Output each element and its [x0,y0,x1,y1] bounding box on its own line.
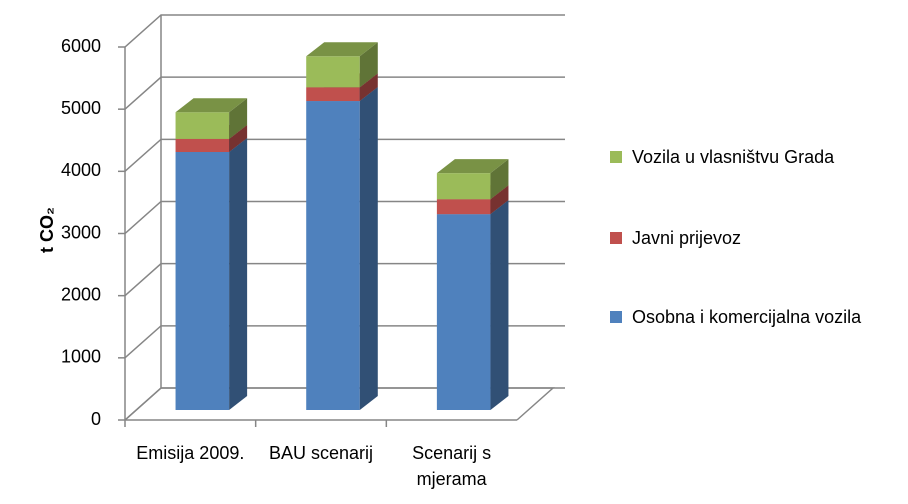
grid-line [124,138,565,172]
bar-top [306,42,378,57]
bar-segment [175,98,248,139]
bar-segment [436,200,509,410]
x-tick-label: Scenarij s mjerama [412,443,492,489]
y-tick-label: 0 [91,409,101,429]
bar-side [490,200,509,410]
bar-segment [175,138,248,410]
bar-front [436,199,491,215]
bar-segment [306,42,378,88]
bar-front [306,87,360,102]
x-tick-label-box: Scenarij s mjerama [412,443,492,489]
bar-side [229,138,248,410]
bar-front [436,173,491,200]
bar-side [359,87,378,410]
legend-label: Osobna i komercijalna vozila [632,307,862,327]
legend-label: Vozila u vlasništvu Grada [632,147,835,167]
bar-front [306,101,360,410]
y-tick-label: 5000 [61,98,101,118]
x-tick-label: Emisija 2009. [136,443,245,463]
y-tick-label: 3000 [61,222,101,242]
legend-swatch [610,151,622,163]
legend-label-box: Osobna i komercijalna vozila [632,307,862,327]
bar-side [229,124,248,153]
bar-segment [306,87,378,410]
bar-side [490,159,509,200]
bar-side [359,42,378,88]
y-axis-label: t CO₂ [37,207,57,253]
legend-label-box: Vozila u vlasništvu Grada [632,147,835,167]
bar-segment [436,159,509,200]
bar-side [359,73,378,102]
bar-top [436,159,509,174]
grid-line [124,262,565,297]
legend-label-box: Javni prijevoz [632,228,742,248]
bar-top [175,98,248,113]
x-tick-label: BAU scenarij [268,443,374,463]
bar-front [436,214,491,410]
bar-front [175,138,230,153]
bar-front [175,112,230,139]
legend-label: Javni prijevoz [632,228,742,248]
grid-line [124,387,565,421]
x-tick-label-box: Emisija 2009. [136,443,245,463]
bar-front [175,152,230,410]
legend-swatch [610,311,622,323]
bar-side [229,98,248,139]
grid-line [124,76,565,110]
grid-line [124,200,565,235]
y-tick-label: 6000 [61,36,101,56]
legend-swatch [610,232,622,244]
grid-line [124,14,565,48]
bar-side [490,185,509,215]
grid-line [124,325,565,359]
y-tick-label: 4000 [61,160,101,180]
y-tick-label: 1000 [61,347,101,367]
x-tick-label-box: BAU scenarij [268,443,374,463]
bar-front [306,56,360,88]
y-tick-label: 2000 [61,284,101,304]
